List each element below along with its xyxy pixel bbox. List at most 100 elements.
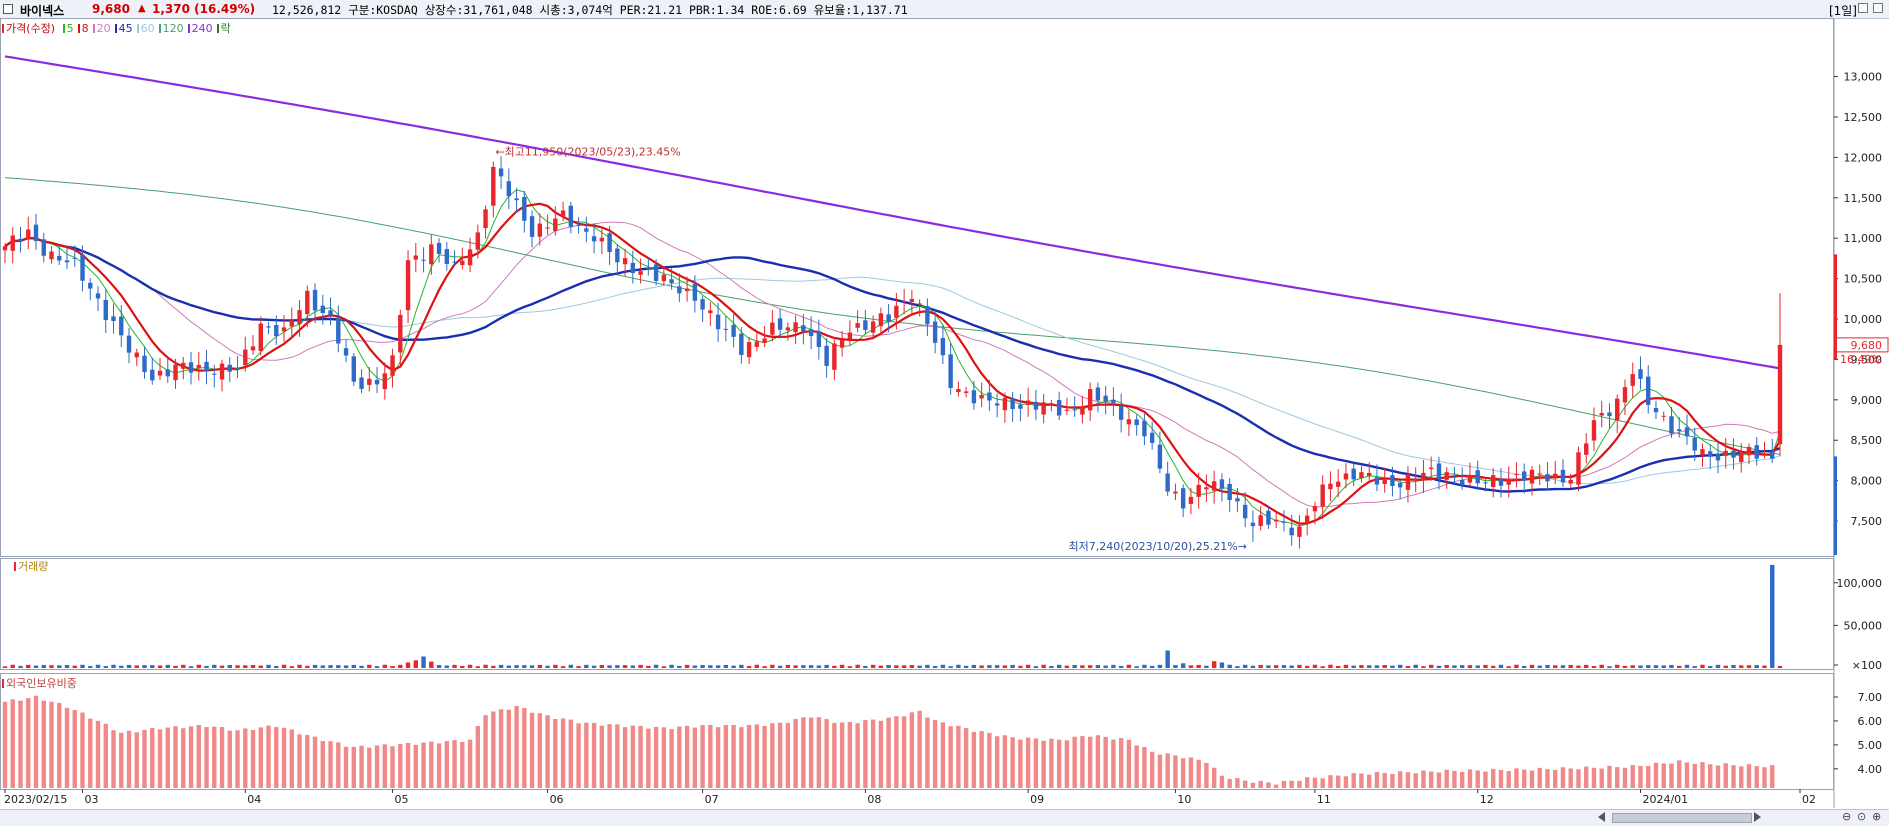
candle-body bbox=[1715, 453, 1721, 461]
foreign-bar bbox=[793, 718, 798, 788]
foreign-bar bbox=[1118, 738, 1124, 788]
volume-bar bbox=[770, 664, 775, 668]
candle-body bbox=[142, 355, 147, 373]
candle-body bbox=[336, 317, 341, 344]
volume-bar bbox=[909, 665, 915, 668]
candle-body bbox=[165, 369, 170, 377]
foreign-bar bbox=[537, 713, 543, 788]
volume-legend: 거래량 bbox=[14, 558, 48, 574]
candle-body bbox=[1134, 419, 1139, 426]
foreign-bar bbox=[940, 722, 946, 788]
close-icon[interactable] bbox=[1873, 3, 1883, 13]
scroll-thumb[interactable] bbox=[1612, 813, 1752, 823]
candle-body bbox=[1304, 515, 1310, 523]
foreign-bar bbox=[41, 700, 46, 788]
volume-bar bbox=[126, 664, 132, 668]
foreign-bar bbox=[1452, 770, 1457, 788]
ma-line-8 bbox=[4, 202, 1781, 525]
zoom-fit-icon[interactable]: ⊙ bbox=[1857, 810, 1867, 823]
candle-body bbox=[1273, 519, 1279, 522]
candle-body bbox=[1359, 472, 1364, 478]
foreign-bar bbox=[57, 702, 62, 788]
foreign-bar bbox=[948, 726, 953, 788]
candle-body bbox=[1366, 472, 1372, 476]
foreign-bar bbox=[429, 741, 434, 788]
foreign-bar bbox=[1227, 778, 1232, 788]
candle-body bbox=[475, 232, 481, 250]
period-selector[interactable]: [1일] bbox=[1828, 4, 1857, 18]
volume-bar bbox=[1661, 665, 1666, 668]
foreign-bar bbox=[669, 729, 674, 788]
foreign-bar bbox=[1397, 771, 1403, 788]
foreign-bar bbox=[770, 723, 775, 788]
legend-ma-label: 45 bbox=[118, 22, 133, 35]
candle-body bbox=[1514, 474, 1519, 476]
candle-body bbox=[1677, 429, 1682, 432]
foreign-bar bbox=[49, 701, 54, 788]
candle-body bbox=[863, 320, 868, 330]
foreign-bar bbox=[212, 726, 217, 788]
current-price: 9,680 bbox=[92, 2, 130, 16]
candle-body bbox=[398, 314, 403, 353]
volume-bar bbox=[1498, 664, 1504, 668]
volume-bar bbox=[987, 665, 992, 668]
candle-body bbox=[1374, 477, 1380, 485]
foreign-bar bbox=[1188, 757, 1194, 788]
candle-body bbox=[157, 370, 163, 376]
zoom-in-icon[interactable]: ⊕ bbox=[1872, 810, 1882, 823]
candle-body bbox=[26, 229, 31, 239]
price-tick-label: 8,000 bbox=[1851, 475, 1883, 488]
volume-bar bbox=[576, 666, 581, 668]
candle-body bbox=[72, 257, 77, 259]
horizontal-scrollbar[interactable]: ⊖ ⊙ ⊕ bbox=[0, 809, 1889, 826]
volume-bar bbox=[1491, 665, 1496, 668]
foreign-bar bbox=[312, 736, 318, 788]
volume-bar bbox=[553, 664, 558, 668]
candle-body bbox=[894, 305, 899, 318]
foreign-bar bbox=[925, 717, 930, 788]
candle-body bbox=[1467, 475, 1473, 483]
candle-body bbox=[18, 238, 23, 241]
foreign-bar bbox=[219, 726, 225, 788]
volume-bar bbox=[235, 665, 240, 668]
scroll-left-icon[interactable] bbox=[1598, 812, 1605, 822]
candle-body bbox=[932, 321, 938, 343]
candle-body bbox=[1576, 452, 1581, 485]
volume-bar bbox=[305, 665, 310, 668]
scroll-right-icon[interactable] bbox=[1754, 812, 1761, 822]
foreign-bar bbox=[638, 725, 643, 788]
candle-body bbox=[258, 323, 263, 352]
foreign-bar bbox=[1103, 736, 1108, 788]
candle-body bbox=[235, 367, 240, 370]
foreign-bar bbox=[894, 716, 899, 788]
volume-bar bbox=[181, 664, 186, 668]
candle-body bbox=[537, 223, 543, 237]
select-checkbox[interactable] bbox=[3, 4, 13, 14]
foreign-bar bbox=[979, 731, 984, 788]
volume-bar bbox=[258, 665, 263, 668]
candle-body bbox=[1281, 521, 1287, 523]
foreign-bar bbox=[808, 717, 814, 788]
volume-bar bbox=[863, 665, 868, 668]
zoom-out-icon[interactable]: ⊖ bbox=[1842, 810, 1852, 823]
volume-bar bbox=[1335, 665, 1341, 668]
price-tick-label: 13,000 bbox=[1844, 71, 1883, 84]
candle-body bbox=[173, 364, 178, 381]
foreign-bar bbox=[715, 727, 721, 788]
volume-bar bbox=[196, 664, 201, 668]
candle-body bbox=[529, 216, 535, 237]
volume-bar bbox=[1576, 665, 1581, 668]
minimize-icon[interactable] bbox=[1858, 3, 1868, 13]
candle-body bbox=[653, 264, 659, 281]
volume-bar bbox=[1584, 664, 1589, 668]
foreign-pane bbox=[2, 695, 1775, 788]
candle-body bbox=[1002, 397, 1008, 411]
candle-body bbox=[467, 249, 473, 266]
foreign-bar bbox=[1219, 775, 1225, 788]
foreign-bar bbox=[1483, 771, 1488, 788]
foreign-bar bbox=[1669, 763, 1674, 788]
candle-body bbox=[359, 377, 364, 389]
foreign-bar bbox=[88, 718, 93, 788]
volume-bar bbox=[1297, 664, 1302, 668]
volume-bar bbox=[940, 664, 946, 668]
